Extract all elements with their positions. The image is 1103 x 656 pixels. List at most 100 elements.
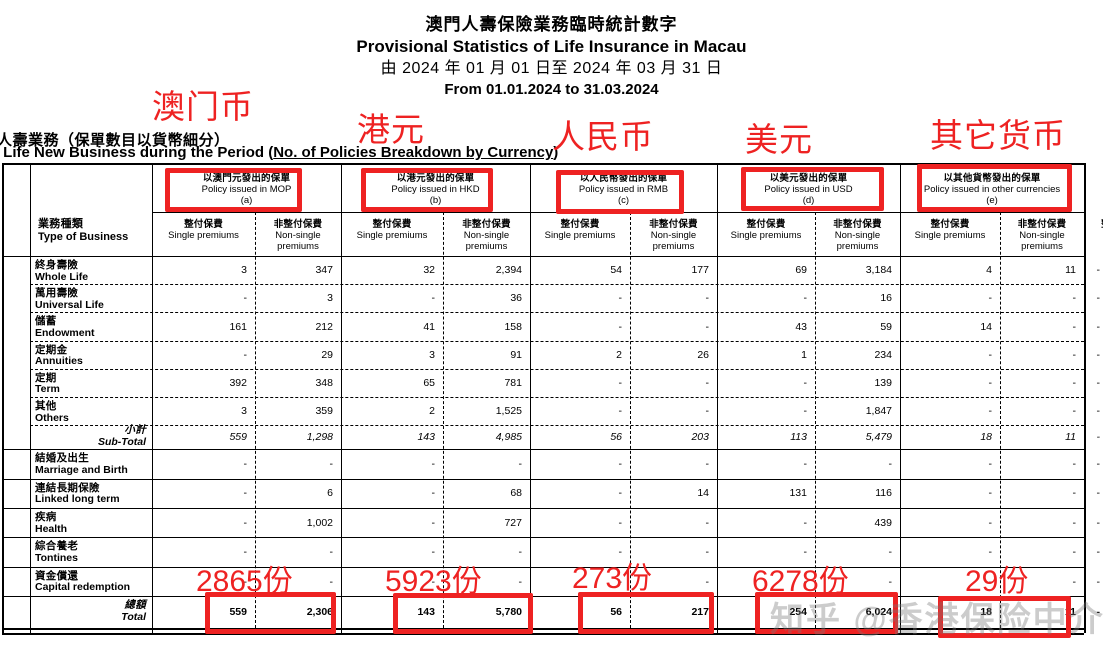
currency-group-letter: (e) (986, 195, 998, 206)
data-cell: - (1072, 348, 1077, 361)
currency-group-letter: (b) (429, 195, 442, 206)
currency-group-cn: 以美元發出的保單 (769, 173, 848, 184)
nonsingle-premium-cn: 非整付保費 (462, 219, 511, 230)
type-of-business-header: 業務種類 Type of Business (38, 218, 128, 244)
data-cell: 143 (417, 606, 435, 619)
table-vrule (2, 163, 4, 633)
row-label-cn: 其他 (35, 400, 57, 412)
data-cell: - (518, 575, 523, 588)
data-cell: 3 (241, 264, 247, 277)
data-cell: - (1096, 431, 1101, 444)
row-label-en: Capital redemption (35, 581, 131, 594)
data-cell: 2,394 (495, 264, 522, 277)
policy-count-annotation: 273份 (572, 562, 653, 595)
row-label-en: Tontines (35, 551, 78, 564)
data-cell: 26 (697, 348, 709, 361)
data-cell: 4,985 (495, 431, 522, 444)
data-cell: 781 (504, 376, 522, 389)
subheader-nonsingle-premiums: 非整付保費 Non-single premiums (445, 219, 528, 252)
clipped-premium-cn: 整 (1086, 219, 1103, 230)
row-label-cn: 終身壽險 (35, 259, 79, 271)
row-label-cn: 結婚及出生 (35, 452, 89, 465)
subheader-single-premiums: 整付保費 Single premiums (719, 219, 813, 241)
nonsingle-premium-cn: 非整付保費 (833, 219, 882, 230)
data-cell: 1,847 (865, 405, 892, 418)
single-premium-en: Single premiums (168, 230, 239, 241)
nonsingle-premium-en: Non-single (650, 230, 697, 241)
data-cell: - (1096, 320, 1101, 333)
clipped-premium-en: S (1086, 230, 1103, 241)
nonsingle-premium-en: Non-single (463, 230, 510, 241)
data-cell: 1,002 (306, 516, 333, 529)
data-cell: 3 (241, 405, 247, 418)
single-premium-cn: 整付保費 (930, 219, 970, 230)
data-cell: - (803, 457, 808, 470)
data-cell: - (518, 457, 523, 470)
data-cell: - (705, 457, 710, 470)
row-label-cn: 綜合養老 (35, 540, 79, 553)
nonsingle-premium-en2: premiums (836, 241, 879, 252)
table-dashed-rule (30, 312, 1084, 314)
data-cell: 54 (610, 264, 622, 277)
data-cell: 41 (423, 320, 435, 333)
nonsingle-premium-en2: premiums (277, 241, 319, 252)
data-cell: - (329, 546, 334, 559)
row-label-en: Annuities (35, 355, 83, 368)
data-cell: 139 (874, 376, 892, 389)
table-hrule (2, 628, 1084, 630)
data-cell: - (705, 516, 710, 529)
data-cell: - (988, 575, 993, 588)
data-cell: - (988, 487, 993, 500)
data-cell: - (1072, 320, 1077, 333)
row-label-cn: 儲蓄 (35, 315, 57, 328)
table-vrule (152, 163, 153, 633)
nonsingle-premium-en: Non-single (1019, 230, 1065, 241)
row-label-term: 定期 Term (35, 372, 60, 396)
column-dashed-separator (443, 212, 444, 628)
data-cell: - (518, 546, 523, 559)
data-cell: 29 (321, 348, 333, 361)
data-cell: 91 (510, 348, 522, 361)
section-heading-prefix: idual Life New Business during the Perio… (0, 144, 274, 161)
currency-group-letter: (d) (802, 195, 815, 206)
policy-count-annotation: 5923份 (385, 565, 482, 598)
data-cell: 158 (504, 320, 522, 333)
row-label-en: Whole Life (35, 270, 89, 283)
table-dashed-rule (30, 340, 1084, 342)
data-cell: 56 (610, 606, 622, 619)
section-heading-chinese: 個人人壽業務（保單數目以貨幣細分） (0, 132, 230, 149)
data-cell: 161 (229, 320, 247, 333)
table-hrule (2, 163, 1084, 165)
row-label-cn: 定期金 (35, 343, 68, 356)
data-cell: 559 (229, 431, 247, 444)
data-cell: 11 (1065, 264, 1076, 277)
data-cell: 18 (980, 606, 992, 619)
data-cell: - (988, 292, 993, 305)
currency-annotation-label: 人民币 (552, 118, 654, 155)
table-hrule (2, 478, 1084, 480)
row-label-linked-long-term: 連結長期保險 Linked long term (35, 482, 120, 506)
data-cell: 16 (880, 292, 892, 305)
row-label-en: Sub-Total (97, 435, 146, 448)
row-label-en: Health (35, 522, 68, 535)
subheader-nonsingle-premiums: 非整付保費 Non-single premiums (257, 219, 339, 252)
data-cell: - (803, 546, 808, 559)
column-dashed-separator (1000, 212, 1001, 628)
data-cell: - (618, 575, 623, 588)
currency-annotation-label: 港元 (357, 111, 425, 148)
currency-group-en: Policy issued in other currencies (923, 184, 1061, 195)
data-cell: - (1096, 376, 1101, 389)
data-cell: - (1096, 487, 1101, 500)
data-cell: - (1072, 546, 1077, 559)
table-vrule (900, 163, 901, 633)
data-cell: 1,298 (306, 431, 333, 444)
data-cell: - (988, 348, 993, 361)
currency-group-header-c: 以人民幣發出的保單 Policy issued in RMB (c) (533, 173, 714, 206)
data-cell: - (431, 457, 436, 470)
data-cell: - (1072, 376, 1077, 389)
nonsingle-premium-en2: premiums (652, 241, 695, 252)
data-cell: - (1096, 606, 1101, 619)
data-cell: - (705, 546, 710, 559)
data-cell: - (1072, 457, 1077, 470)
single-premium-cn: 整付保費 (560, 219, 600, 230)
